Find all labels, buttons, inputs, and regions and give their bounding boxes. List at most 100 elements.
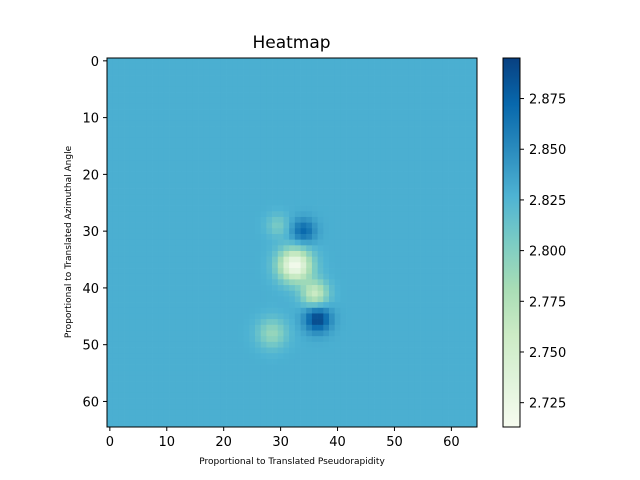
heatmap-cell bbox=[317, 358, 324, 365]
heatmap-cell bbox=[403, 409, 410, 416]
heatmap-cell bbox=[192, 58, 199, 65]
heatmap-cell bbox=[403, 256, 410, 263]
heatmap-cell bbox=[459, 216, 466, 223]
heatmap-cell bbox=[203, 97, 210, 104]
heatmap-cell bbox=[448, 199, 455, 206]
heatmap-cell bbox=[397, 375, 404, 382]
heatmap-cell bbox=[289, 336, 296, 343]
heatmap-cell bbox=[198, 194, 205, 201]
heatmap-cell bbox=[346, 160, 353, 167]
heatmap-cell bbox=[454, 148, 461, 155]
heatmap-cell bbox=[249, 75, 256, 82]
heatmap-cell bbox=[471, 222, 478, 229]
heatmap-cell bbox=[306, 148, 313, 155]
heatmap-cell bbox=[403, 165, 410, 172]
heatmap-cell bbox=[368, 319, 375, 326]
heatmap-cell bbox=[329, 364, 336, 371]
heatmap-cell bbox=[192, 188, 199, 195]
heatmap-cell bbox=[357, 319, 364, 326]
heatmap-cell bbox=[300, 398, 307, 405]
heatmap-cell bbox=[385, 177, 392, 184]
heatmap-cell bbox=[334, 131, 341, 138]
heatmap-cell bbox=[220, 296, 227, 303]
heatmap-cell bbox=[306, 381, 313, 388]
heatmap-cell bbox=[237, 409, 244, 416]
heatmap-cell bbox=[454, 80, 461, 87]
heatmap-cell bbox=[135, 398, 142, 405]
heatmap-cell bbox=[169, 233, 176, 241]
heatmap-cell bbox=[454, 131, 461, 138]
heatmap-cell bbox=[425, 409, 432, 416]
heatmap-cell bbox=[374, 285, 381, 292]
heatmap-cell bbox=[243, 120, 250, 127]
heatmap-cell bbox=[198, 103, 205, 110]
heatmap-cell bbox=[363, 211, 370, 218]
heatmap-cell bbox=[289, 245, 296, 252]
heatmap-cell bbox=[209, 86, 216, 93]
heatmap-cell bbox=[374, 165, 381, 172]
heatmap-cell bbox=[175, 80, 182, 87]
heatmap-cell bbox=[209, 63, 216, 70]
heatmap-cell bbox=[357, 92, 364, 99]
heatmap-cell bbox=[465, 358, 472, 365]
heatmap-cell bbox=[311, 143, 318, 150]
heatmap-cell bbox=[311, 307, 318, 314]
heatmap-cell bbox=[237, 97, 244, 104]
heatmap-cell bbox=[471, 268, 478, 275]
heatmap-cell bbox=[203, 126, 210, 133]
heatmap-cell bbox=[323, 194, 330, 201]
heatmap-cell bbox=[249, 285, 256, 292]
heatmap-cell bbox=[391, 364, 398, 371]
heatmap-cell bbox=[277, 131, 284, 138]
heatmap-cell bbox=[175, 290, 182, 297]
heatmap-cell bbox=[203, 387, 210, 394]
heatmap-cell bbox=[209, 256, 216, 263]
heatmap-cell bbox=[317, 143, 324, 150]
heatmap-cell bbox=[198, 375, 205, 382]
heatmap-cell bbox=[317, 290, 324, 297]
heatmap-cell bbox=[340, 245, 347, 252]
heatmap-cell bbox=[243, 171, 250, 178]
heatmap-cell bbox=[437, 75, 444, 82]
heatmap-cell bbox=[334, 375, 341, 382]
heatmap-cell bbox=[374, 188, 381, 195]
heatmap-cell bbox=[311, 353, 318, 360]
heatmap-cell bbox=[169, 330, 176, 337]
heatmap-cell bbox=[306, 160, 313, 167]
heatmap-cell bbox=[215, 222, 222, 229]
heatmap-cell bbox=[408, 120, 415, 127]
heatmap-cell bbox=[403, 279, 410, 286]
heatmap-cell bbox=[380, 330, 387, 337]
heatmap-cell bbox=[209, 347, 216, 354]
heatmap-cell bbox=[158, 97, 165, 104]
heatmap-cell bbox=[198, 268, 205, 275]
heatmap-cell bbox=[107, 398, 114, 405]
heatmap-cell bbox=[124, 392, 131, 399]
heatmap-cell bbox=[215, 80, 222, 87]
heatmap-cell bbox=[277, 302, 284, 309]
heatmap-cell bbox=[186, 370, 193, 377]
heatmap-cell bbox=[425, 375, 432, 382]
heatmap-cell bbox=[420, 137, 427, 144]
heatmap-cell bbox=[249, 154, 256, 161]
heatmap-cell bbox=[277, 404, 284, 411]
heatmap-cell bbox=[232, 387, 239, 394]
heatmap-cell bbox=[215, 137, 222, 144]
heatmap-cell bbox=[448, 126, 455, 133]
heatmap-cell bbox=[323, 160, 330, 167]
heatmap-cell bbox=[181, 245, 188, 252]
heatmap-cell bbox=[152, 392, 159, 399]
heatmap-cell bbox=[112, 404, 119, 411]
heatmap-cell bbox=[163, 194, 170, 201]
heatmap-cell bbox=[329, 188, 336, 195]
heatmap-cell bbox=[454, 392, 461, 399]
heatmap-cell bbox=[124, 330, 131, 337]
heatmap-cell bbox=[300, 131, 307, 138]
heatmap-cell bbox=[141, 92, 148, 99]
heatmap-cell bbox=[431, 165, 438, 172]
heatmap-cell bbox=[198, 290, 205, 297]
heatmap-cell bbox=[306, 290, 313, 297]
heatmap-cell bbox=[346, 205, 353, 212]
heatmap-cell bbox=[374, 120, 381, 127]
heatmap-cell bbox=[118, 205, 125, 212]
